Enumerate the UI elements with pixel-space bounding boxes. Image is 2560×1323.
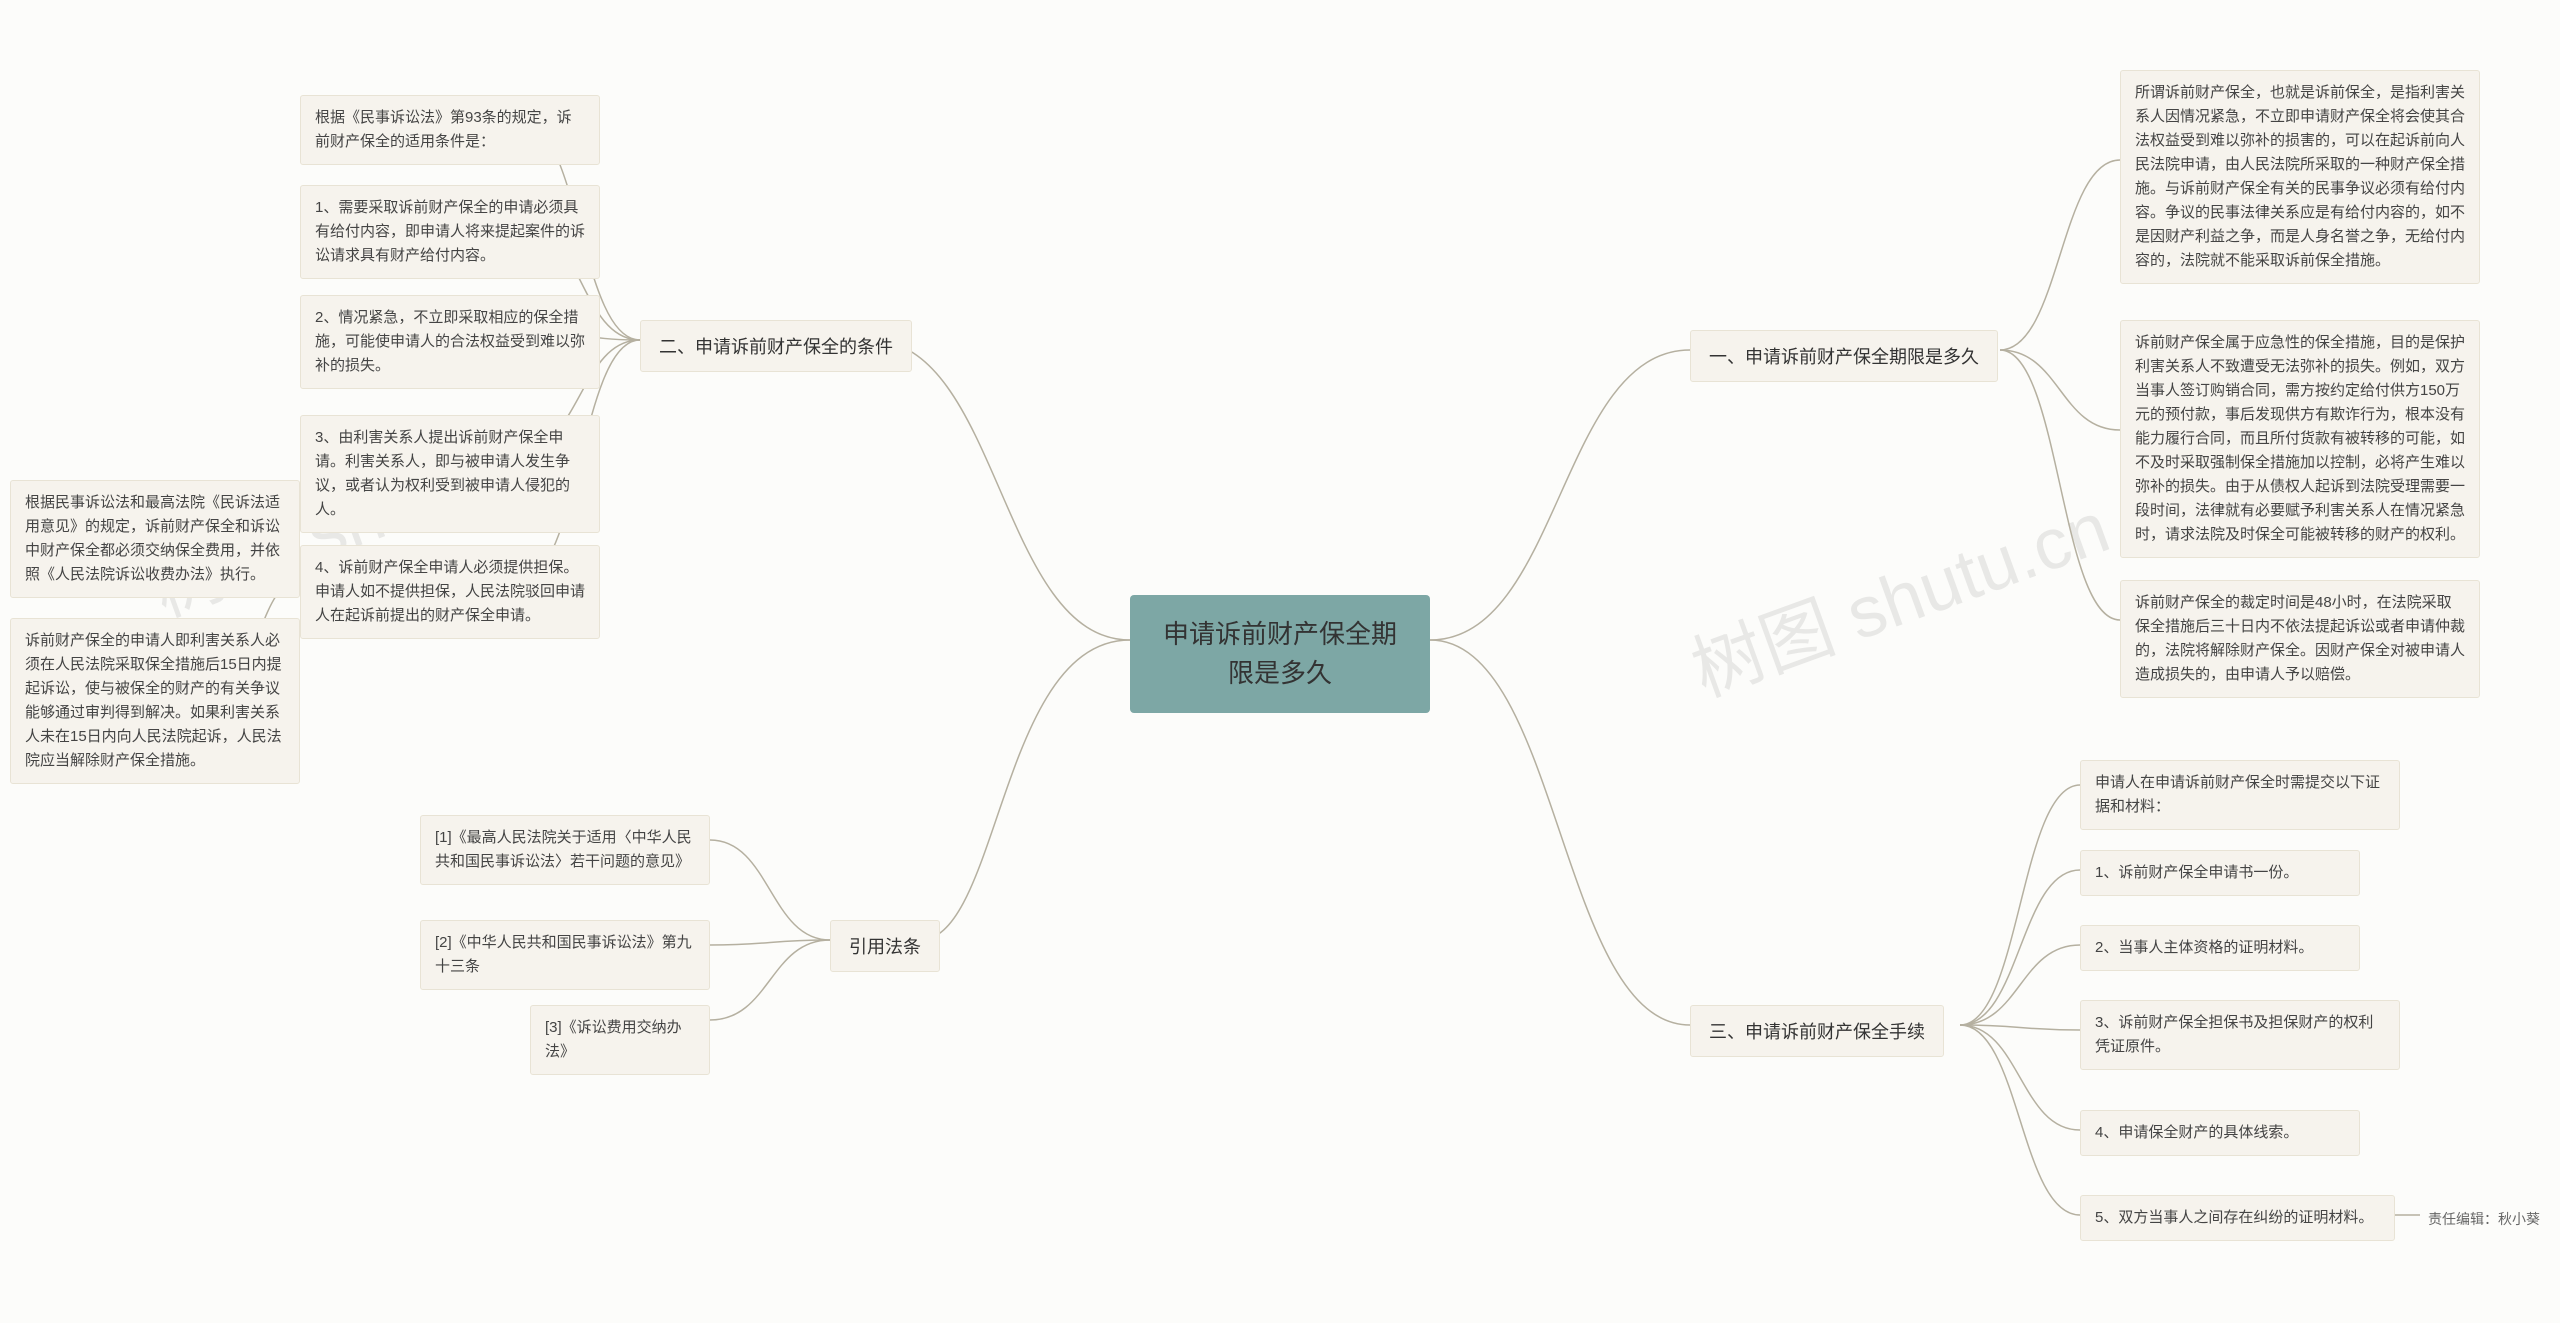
branch-l2: 二、申请诉前财产保全的条件 — [640, 320, 912, 372]
leaf-r3-1: 1、诉前财产保全申请书一份。 — [2080, 850, 2360, 896]
leaf-l2-2: 2、情况紧急，不立即采取相应的保全措施，可能使申请人的合法权益受到难以弥补的损失… — [300, 295, 600, 389]
leaf-r1-2: 诉前财产保全的裁定时间是48小时，在法院采取保全措施后三十日内不依法提起诉讼或者… — [2120, 580, 2480, 698]
leaf-r3-0: 申请人在申请诉前财产保全时需提交以下证据和材料： — [2080, 760, 2400, 830]
leaf-ref-0: [1]《最高人民法院关于适用〈中华人民共和国民事诉讼法〉若干问题的意见》 — [420, 815, 710, 885]
leaf-r3-5: 5、双方当事人之间存在纠纷的证明材料。 — [2080, 1195, 2395, 1241]
leaf-l2-4-sub1: 诉前财产保全的申请人即利害关系人必须在人民法院采取保全措施后15日内提起诉讼，使… — [10, 618, 300, 784]
leaf-r1-1: 诉前财产保全属于应急性的保全措施，目的是保护利害关系人不致遭受无法弥补的损失。例… — [2120, 320, 2480, 558]
editor-credit: 责任编辑：秋小葵 — [2420, 1205, 2548, 1233]
leaf-r3-2: 2、当事人主体资格的证明材料。 — [2080, 925, 2360, 971]
leaf-ref-1: [2]《中华人民共和国民事诉讼法》第九十三条 — [420, 920, 710, 990]
leaf-ref-2: [3]《诉讼费用交纳办法》 — [530, 1005, 710, 1075]
leaf-l2-3: 3、由利害关系人提出诉前财产保全申请。利害关系人，即与被申请人发生争议，或者认为… — [300, 415, 600, 533]
leaf-r1-0: 所谓诉前财产保全，也就是诉前保全，是指利害关系人因情况紧急，不立即申请财产保全将… — [2120, 70, 2480, 284]
leaf-l2-4-sub0: 根据民事诉讼法和最高法院《民诉法适用意见》的规定，诉前财产保全和诉讼中财产保全都… — [10, 480, 300, 598]
watermark-right: 树图 shutu.cn — [1675, 469, 2121, 717]
branch-r1: 一、申请诉前财产保全期限是多久 — [1690, 330, 1998, 382]
leaf-l2-0: 根据《民事诉讼法》第93条的规定，诉前财产保全的适用条件是： — [300, 95, 600, 165]
leaf-r3-4: 4、申请保全财产的具体线索。 — [2080, 1110, 2360, 1156]
leaf-r3-3: 3、诉前财产保全担保书及担保财产的权利凭证原件。 — [2080, 1000, 2400, 1070]
branch-r3: 三、申请诉前财产保全手续 — [1690, 1005, 1944, 1057]
branch-l-ref: 引用法条 — [830, 920, 940, 972]
leaf-l2-1: 1、需要采取诉前财产保全的申请必须具有给付内容，即申请人将来提起案件的诉讼请求具… — [300, 185, 600, 279]
center-node: 申请诉前财产保全期限是多久 — [1130, 595, 1430, 713]
leaf-l2-4: 4、诉前财产保全申请人必须提供担保。申请人如不提供担保，人民法院驳回申请人在起诉… — [300, 545, 600, 639]
